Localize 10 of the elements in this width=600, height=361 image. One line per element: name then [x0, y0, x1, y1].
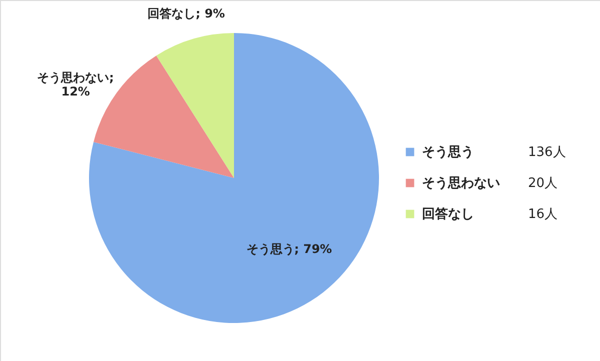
- legend-label: そう思わない: [422, 176, 500, 191]
- legend-label: 回答なし: [422, 207, 474, 222]
- text: 16人: [528, 207, 558, 222]
- legend-label: そう思う: [422, 145, 474, 160]
- data-label: そう思わない; 12%: [37, 70, 114, 98]
- text: 20人: [528, 176, 558, 191]
- data-label: そう思う; 79%: [246, 242, 332, 256]
- text: 136人: [528, 145, 566, 160]
- pie-slice: [156, 33, 234, 178]
- data-label: 回答なし; 9%: [148, 6, 225, 21]
